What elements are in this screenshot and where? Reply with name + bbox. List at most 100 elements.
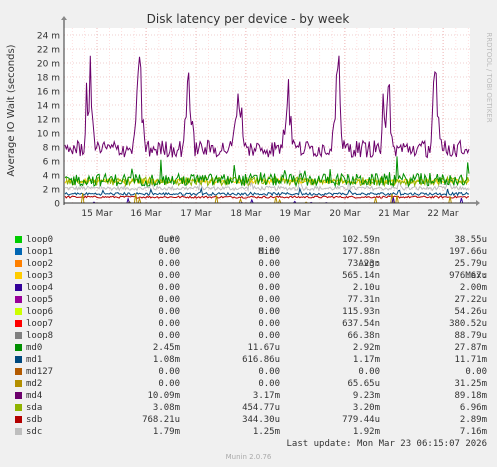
legend-row-sdb: sdb 768.21u 344.30u 779.44u 2.89m	[10, 414, 490, 426]
legend-row-loop5: loop5 0.00 0.00 77.31n 27.22u	[10, 294, 490, 306]
legend-row-loop6: loop6 0.00 0.00 115.93n 54.26u	[10, 306, 490, 318]
legend-max: 976.67u	[449, 271, 487, 281]
legend-swatch	[15, 416, 22, 423]
legend-row-loop4: loop4 0.00 0.00 2.10u 2.00m	[10, 282, 490, 294]
chart-title: Disk latency per device - by week	[147, 12, 350, 26]
x-tick-label: 19 Mar	[279, 209, 311, 219]
legend-max: 27.87m	[454, 343, 487, 353]
series-line-sdc	[64, 170, 470, 193]
legend-swatch	[15, 380, 22, 387]
series-line-md0	[64, 156, 470, 188]
legend-min: 616.86u	[242, 355, 280, 365]
legend-name: loop0	[26, 235, 54, 245]
legend-max: 197.66u	[449, 247, 487, 257]
legend-name: sdc	[26, 427, 43, 437]
legend-max: 2.00m	[459, 283, 487, 293]
legend-min: 0.00	[258, 331, 280, 341]
chart: 0 2 m 4 m 6 m 8 m 10 m 12 m 14 m 16 m 18 m 20 m 22 …	[6, 12, 493, 219]
legend-min: 0.00	[258, 259, 280, 269]
x-tick-label: 15 Mar	[81, 209, 113, 219]
legend-avg: 177.88n	[342, 247, 380, 257]
legend-name: loop7	[26, 319, 54, 329]
legend-cur: 0.00	[158, 235, 180, 245]
x-axis-arrow	[476, 200, 480, 206]
legend-name: md1	[26, 355, 43, 365]
x-tick-label: 21 Mar	[378, 209, 410, 219]
legend-row-loop8: loop8 0.00 0.00 66.38n 88.79u	[10, 330, 490, 342]
legend-max: 27.22u	[454, 295, 487, 305]
legend-max: 89.18m	[454, 391, 487, 401]
legend-cur: 0.00	[158, 283, 180, 293]
y-tick-label: 8 m	[43, 144, 60, 154]
legend-name: sdb	[26, 415, 43, 425]
y-axis-arrow	[61, 16, 67, 20]
legend-row-loop1: loop1 0.00 0.00 177.88n 197.66u	[10, 246, 490, 258]
legend-cur: 0.00	[158, 295, 180, 305]
legend-avg: 1.92m	[352, 427, 380, 437]
legend-avg: 77.31n	[347, 295, 380, 305]
legend-swatch	[15, 320, 22, 327]
series-line-sda	[64, 175, 470, 188]
legend-name: loop5	[26, 295, 54, 305]
y-tick-label: 14 m	[37, 102, 60, 112]
legend-cur: 768.21u	[142, 415, 180, 425]
legend-swatch	[15, 296, 22, 303]
legend-avg: 66.38n	[347, 331, 380, 341]
legend-name: loop4	[26, 283, 54, 293]
legend-name: loop1	[26, 247, 54, 257]
legend-name: sda	[26, 403, 43, 413]
legend-avg: 9.23m	[352, 391, 380, 401]
legend-min: 0.00	[258, 271, 280, 281]
legend-avg: 115.93n	[342, 307, 380, 317]
legend-name: loop3	[26, 271, 54, 281]
legend-name: md2	[26, 379, 43, 389]
legend-header-min: Min:	[258, 247, 280, 257]
legend-max: 6.96m	[459, 403, 487, 413]
legend-swatch	[15, 392, 22, 399]
legend-cur: 0.00	[158, 331, 180, 341]
watermark: RRDTOOL / TOBI OETIKER	[485, 32, 493, 122]
legend-max: 0.00	[465, 367, 487, 377]
legend-row-md127: md127 0.00 0.00 0.00 0.00	[10, 366, 490, 378]
legend-row-sda: sda 3.08m 454.77u 3.20m 6.96m	[10, 402, 490, 414]
legend-max: 54.26u	[454, 307, 487, 317]
legend-cur: 0.00	[158, 379, 180, 389]
y-tick-label: 0	[54, 200, 60, 210]
legend-name: loop2	[26, 259, 54, 269]
legend-max: 88.79u	[454, 331, 487, 341]
legend-cur: 0.00	[158, 367, 180, 377]
legend-name: loop8	[26, 331, 54, 341]
last-update: Last update: Mon Mar 23 06:15:07 2026	[286, 439, 487, 449]
legend-swatch	[15, 272, 22, 279]
legend-min: 454.77u	[242, 403, 280, 413]
x-tick-label: 18 Mar	[230, 209, 262, 219]
legend-cur: 1.08m	[152, 355, 180, 365]
legend-min: 0.00	[258, 247, 280, 257]
legend: Cur: Min: Avg: Max: loop0 0.00 0.00 102.59n…	[10, 222, 490, 438]
legend-avg: 565.14n	[342, 271, 380, 281]
legend-avg: 65.65u	[347, 379, 380, 389]
legend-row-loop7: loop7 0.00 0.00 637.54n 380.52u	[10, 318, 490, 330]
legend-row-loop0: loop0 0.00 0.00 102.59n 38.55u	[10, 234, 490, 246]
legend-avg: 2.92m	[352, 343, 380, 353]
legend-avg: 637.54n	[342, 319, 380, 329]
legend-min: 3.17m	[252, 391, 280, 401]
legend-avg: 2.10u	[352, 283, 380, 293]
legend-header-cur: Cur:	[158, 235, 180, 245]
legend-header-avg: Avg:	[358, 259, 380, 269]
legend-swatch	[15, 248, 22, 255]
legend-max: 31.25m	[454, 379, 487, 389]
y-tick-label: 18 m	[37, 74, 60, 84]
y-tick-label: 10 m	[37, 130, 60, 140]
legend-row-md1: md1 1.08m 616.86u 1.17m 11.71m	[10, 354, 490, 366]
legend-min: 344.30u	[242, 415, 280, 425]
legend-cur: 10.09m	[147, 391, 180, 401]
legend-swatch	[15, 356, 22, 363]
legend-header-max: Max:	[465, 271, 487, 281]
legend-cur: 0.00	[158, 319, 180, 329]
legend-swatch	[15, 308, 22, 315]
y-tick-label: 22 m	[37, 46, 60, 56]
legend-name: md127	[26, 367, 54, 377]
legend-cur: 3.08m	[152, 403, 180, 413]
legend-swatch	[15, 404, 22, 411]
